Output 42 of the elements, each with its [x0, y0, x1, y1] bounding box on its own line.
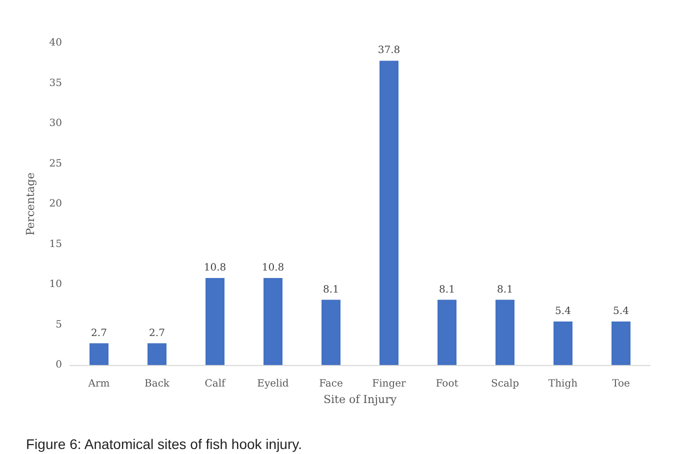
bar	[612, 322, 630, 365]
x-tick-label: Face	[319, 378, 343, 390]
data-label: 8.1	[439, 284, 455, 296]
x-tick-label: Thigh	[548, 378, 578, 390]
x-tick-label: Foot	[436, 378, 458, 390]
data-label: 8.1	[323, 284, 339, 296]
y-axis-title: Percentage	[24, 172, 37, 236]
bar	[90, 343, 108, 365]
bar	[554, 322, 572, 365]
y-tick-label: 10	[49, 279, 62, 290]
y-tick-label: 15	[49, 238, 62, 250]
y-tick-label: 0	[56, 360, 62, 370]
data-label: 37.8	[378, 45, 400, 56]
data-label: 10.8	[204, 262, 226, 274]
x-tick-label: Eyelid	[257, 378, 290, 390]
y-tick-label: 5	[56, 319, 62, 330]
data-label: 10.8	[262, 262, 284, 274]
data-label: 2.7	[91, 328, 107, 339]
data-label: 2.7	[149, 328, 165, 339]
bar	[438, 300, 456, 365]
y-tick-label: 30	[49, 118, 62, 129]
data-label: 5.4	[613, 306, 629, 318]
data-label: 5.4	[555, 306, 571, 318]
x-tick-label: Arm	[87, 378, 110, 390]
y-tick-label: 35	[49, 78, 62, 89]
bar	[148, 343, 166, 365]
y-tick-label: 20	[49, 198, 62, 210]
bar	[206, 278, 224, 365]
y-tick-label: 40	[49, 38, 62, 48]
x-tick-label: Scalp	[490, 378, 520, 390]
bar	[322, 300, 340, 365]
x-tick-label: Finger	[372, 378, 406, 390]
bar	[264, 278, 282, 365]
x-tick-label: Back	[144, 378, 170, 390]
caption: Figure 6: Anatomical sites of fish hook injury.	[26, 436, 302, 452]
bar	[380, 60, 398, 365]
x-tick-label: Calf	[204, 378, 227, 390]
x-axis-title: Site of Injury	[323, 392, 398, 406]
y-tick-label: 25	[49, 158, 62, 170]
bar	[496, 300, 514, 365]
data-label: 8.1	[497, 284, 513, 296]
x-tick-label: Toe	[612, 378, 630, 390]
